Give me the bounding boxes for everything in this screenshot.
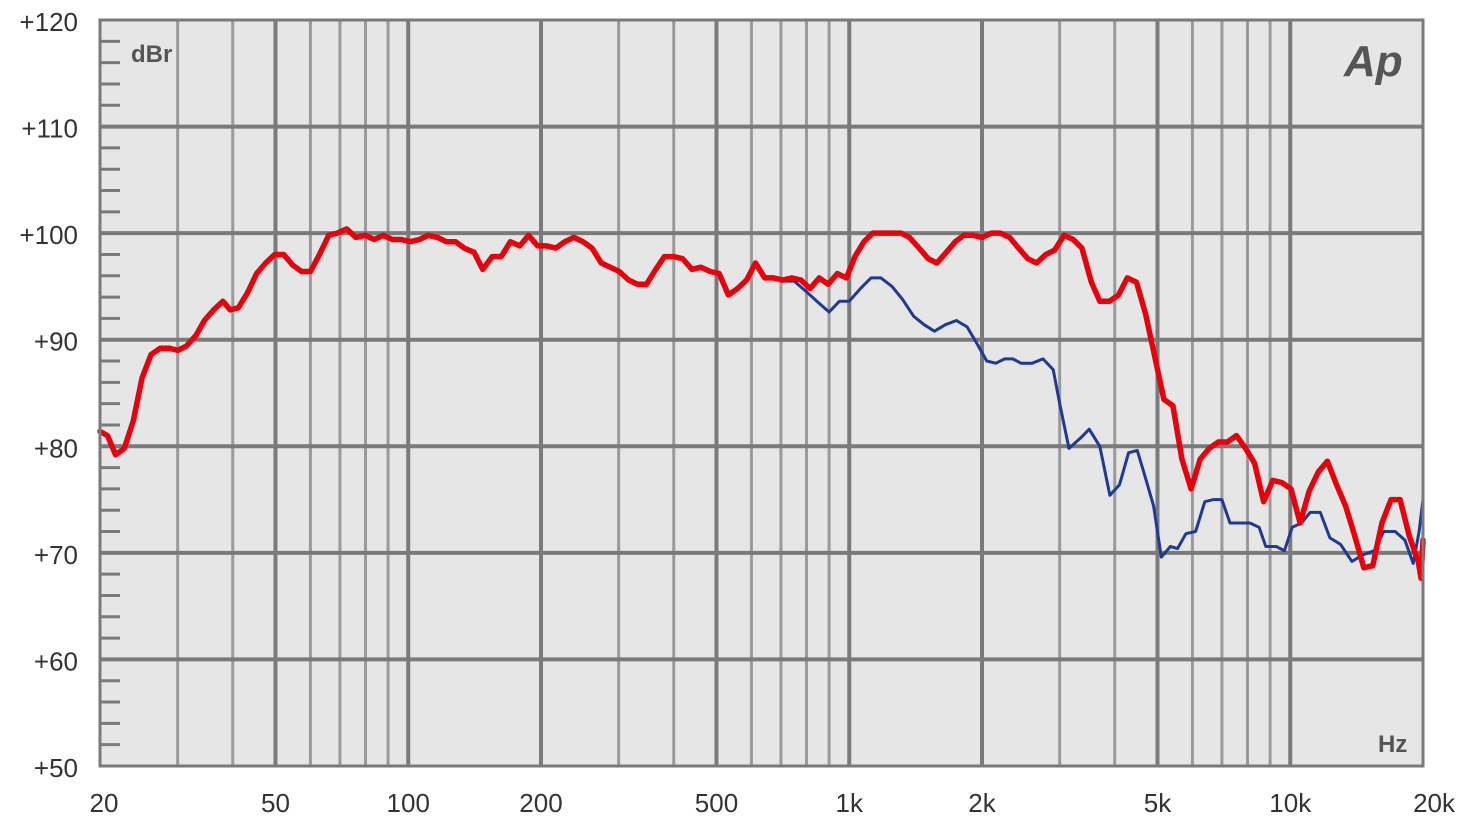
x-unit-label: Hz [1378, 731, 1407, 758]
plot-background [100, 20, 1423, 766]
y-tick-label: +80 [34, 433, 78, 463]
y-tick-label: +70 [34, 540, 78, 570]
plot-frame [98, 18, 1425, 768]
x-tick-label: 1k [836, 788, 864, 818]
ap-logo: Ap [1343, 37, 1403, 86]
series-line-1 [779, 276, 1425, 565]
y-tick-label: +60 [34, 646, 78, 676]
x-tick-label: 2k [968, 788, 996, 818]
minor-y-ticks [100, 39, 120, 747]
series-line-2 [97, 226, 1426, 582]
y-tick-label: +120 [19, 7, 78, 37]
series-layer [97, 226, 1426, 582]
x-axis-labels: 20 50 100 200 500 1k 2k 5k 10k 20k [90, 788, 1456, 818]
y-tick-label: +110 [21, 114, 78, 144]
x-tick-label: 10k [1269, 788, 1312, 818]
x-tick-label: 100 [387, 788, 430, 818]
x-tick-label: 500 [695, 788, 738, 818]
x-tick-label: 200 [519, 788, 562, 818]
y-tick-label: +100 [19, 220, 78, 250]
minor-grid [176, 20, 1272, 766]
x-tick-label: 5k [1144, 788, 1172, 818]
x-tick-label: 20k [1413, 788, 1456, 818]
x-tick-label: 50 [261, 788, 290, 818]
y-tick-label: +90 [34, 327, 78, 357]
major-grid [100, 20, 1423, 766]
y-tick-label: +50 [34, 753, 78, 783]
x-tick-label: 20 [90, 788, 119, 818]
y-unit-label: dBr [131, 41, 172, 68]
y-axis-labels: +120 +110 +100 +90 +80 +70 +60 +50 [19, 7, 78, 783]
